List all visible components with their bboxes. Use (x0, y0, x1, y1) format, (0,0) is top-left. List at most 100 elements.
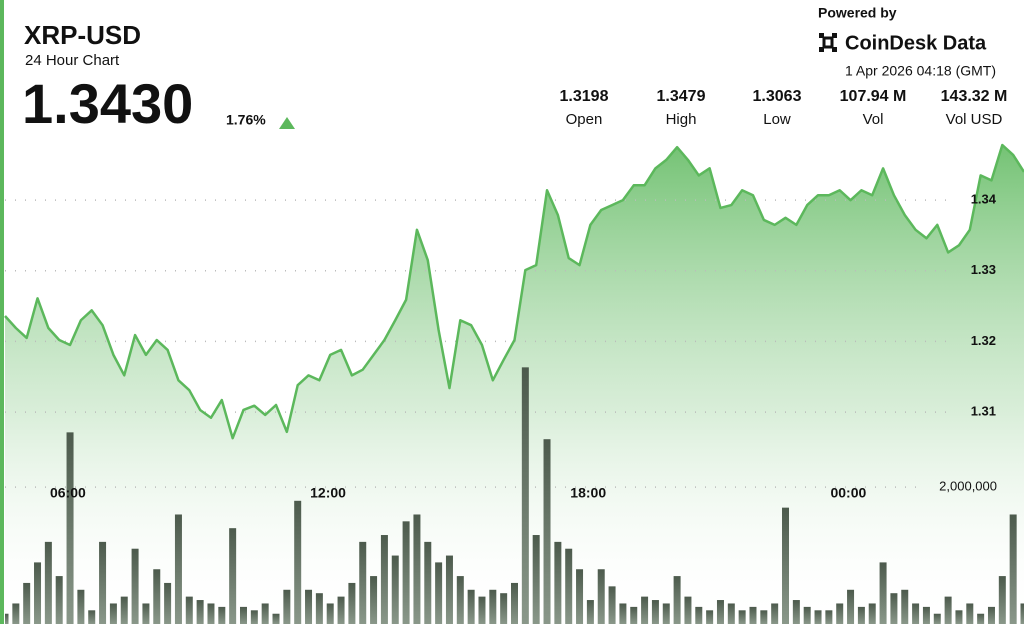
volume-bar (185, 596, 193, 624)
stat-label: Vol (863, 111, 884, 128)
volume-bar (803, 606, 811, 624)
x-tick-label: 00:00 (830, 485, 866, 501)
volume-bar (511, 582, 518, 624)
volume-bar (868, 603, 876, 624)
price: 1.3430 (22, 72, 193, 135)
stat-label: Low (763, 111, 791, 128)
volume-bar (543, 439, 551, 624)
volume-bar (44, 541, 52, 624)
volume-bar (1009, 514, 1017, 624)
volume-bar (716, 600, 724, 624)
volume-bar (109, 603, 117, 624)
stat-value: 1.3198 (560, 88, 609, 105)
volume-bar (565, 548, 573, 624)
volume-bar (99, 541, 107, 624)
volume-bar (478, 596, 486, 624)
volume-bar (315, 593, 323, 624)
stat-value: 143.32 M (941, 88, 1008, 105)
volume-bar (370, 576, 378, 624)
volume-bar (998, 576, 1006, 624)
volume-bar (782, 507, 790, 624)
volume-bar (445, 555, 453, 624)
volume-bar (608, 586, 616, 624)
volume-bar (619, 603, 627, 624)
volume-bar (814, 610, 822, 624)
volume-bar (521, 367, 529, 624)
volume-bar (153, 569, 161, 624)
volume-bar (977, 613, 985, 624)
volume-bar (164, 582, 172, 624)
volume-bar (944, 596, 952, 624)
timestamp: 1 Apr 2026 04:18 (GMT) (845, 63, 996, 79)
volume-bar (55, 576, 63, 624)
volume-bar (456, 576, 464, 624)
up-arrow (279, 117, 295, 129)
volume-bar (651, 600, 659, 624)
volume-bar (402, 521, 410, 624)
stat-label: Open (566, 111, 603, 128)
x-tick-label: 12:00 (310, 485, 346, 501)
volume-bar (695, 606, 703, 624)
volume-bar (955, 610, 963, 624)
volume-bar (641, 596, 649, 624)
volume-bar (23, 582, 31, 624)
volume-bar (597, 569, 605, 624)
volume-bar (5, 613, 9, 624)
volume-bar (174, 514, 182, 624)
volume-bar (586, 600, 594, 624)
volume-bar (305, 589, 313, 624)
volume-bar (467, 589, 475, 624)
volume-bar (131, 548, 139, 624)
volume-bar (272, 613, 280, 624)
y-tick-label: 1.34 (971, 192, 997, 207)
volume-bar (283, 589, 291, 624)
y-tick-label: 1.31 (971, 404, 996, 419)
volume-bar (207, 603, 215, 624)
brand: CoinDesk Data (845, 32, 987, 54)
volume-bar (749, 606, 757, 624)
volume-bar (847, 589, 855, 624)
volume-bar (380, 535, 388, 624)
price-line (4, 143, 1024, 440)
change: 1.76% (226, 112, 266, 128)
volume-bar (196, 600, 204, 624)
plot: 1.31 1.32 1.33 1.34 2,000,000 06:00 12:00 18:00… (4, 143, 1024, 624)
volume-bar (261, 603, 269, 624)
volume-bar (250, 610, 258, 624)
stat-label: Vol USD (946, 111, 1003, 128)
volume-bar (673, 576, 681, 624)
volume-bar (771, 603, 779, 624)
volume-bar (424, 541, 432, 624)
powered-by: Powered by (818, 5, 897, 21)
volume-bar (239, 606, 247, 624)
volume-bar (66, 432, 74, 624)
volume-bar (922, 606, 930, 624)
volume-bar (120, 596, 128, 624)
price-area (5, 145, 1024, 624)
volume-bar (294, 500, 302, 624)
volume-bar (825, 610, 833, 624)
x-tick-label: 18:00 (570, 485, 606, 501)
y-tick-label: 1.33 (971, 262, 996, 277)
volume-bar (630, 606, 638, 624)
brand-logo (819, 33, 837, 52)
subtitle: 24 Hour Chart (25, 52, 120, 69)
left-border (0, 0, 4, 624)
volume-bar (1020, 603, 1024, 624)
stats: 1.3198 Open 1.3479 High 1.3063 Low 107.94 M Vol… (560, 88, 1008, 128)
volume-bar (435, 562, 443, 624)
volume-bar (500, 593, 508, 624)
stat-value: 1.3479 (657, 88, 706, 105)
volume-bar (489, 589, 497, 624)
volume-bar (12, 603, 20, 624)
volume-bar (77, 589, 85, 624)
volume-bar (391, 555, 399, 624)
volume-bar (684, 596, 692, 624)
volume-bar (348, 582, 356, 624)
x-tick-label: 06:00 (50, 485, 86, 501)
volume-bar (792, 600, 800, 624)
volume-bar (326, 603, 334, 624)
volume-bar (337, 596, 345, 624)
